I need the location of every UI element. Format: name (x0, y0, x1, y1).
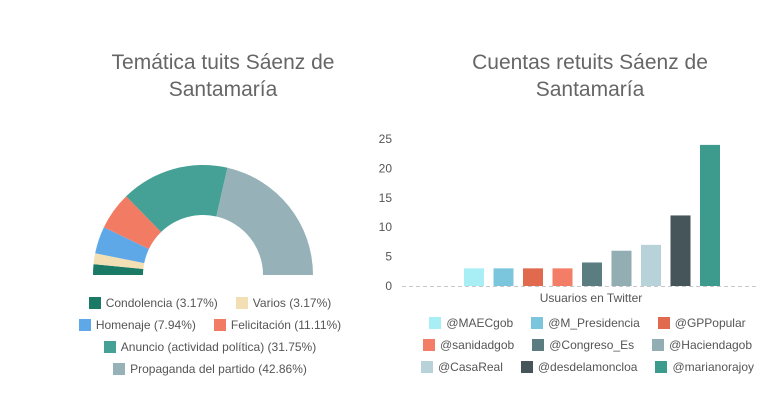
legend-label: @Haciendagob (669, 338, 753, 352)
pie-slice-condolencia[interactable] (93, 264, 144, 275)
pie-legend-item-varios[interactable]: Varios (3.17%) (235, 296, 332, 310)
legend-label: Propaganda del partido (42.86%) (130, 362, 307, 376)
bar-legend-row: @CasaReal @desdelamoncloa @marianorajoy (405, 356, 770, 378)
legend-label: @CasaReal (438, 360, 503, 374)
y-tick-label: 0 (385, 279, 392, 293)
bar-chart: 0 5 10 15 20 25 Usuarios en Twitter (379, 132, 757, 305)
pie-chart (93, 165, 313, 275)
legend-swatch (655, 361, 668, 373)
legend-label: @GPPopular (674, 316, 746, 330)
pie-legend-row: Anuncio (actividad política) (31.75%) (30, 336, 390, 358)
pie-slice-anuncio-actividad-pol-tica[interactable] (126, 165, 228, 233)
y-tick-label: 10 (379, 220, 393, 234)
legend-swatch (520, 361, 533, 373)
pie-chart-title: Temática tuits Sáenz de Santamaría (111, 51, 335, 101)
bar-sanidadgob[interactable] (552, 268, 573, 286)
bar-legend-item-casareal[interactable]: @CasaReal (421, 360, 503, 374)
bar-legend-item-haciendagob[interactable]: @Haciendagob (652, 338, 752, 352)
x-axis-label: Usuarios en Twitter (540, 291, 643, 305)
legend-label: @M_Presidencia (548, 316, 640, 330)
bar-m-presidencia[interactable] (493, 268, 514, 286)
legend-label: Homenaje (7.94%) (95, 318, 196, 332)
bar-legend-item-maecgob[interactable]: @MAECgob (429, 316, 513, 330)
legend-swatch (78, 319, 91, 331)
legend-label: @sanidadgob (439, 338, 515, 352)
pie-legend-row: Condolencia (3.17%) Varios (3.17%) (30, 292, 390, 314)
pie-legend-item-propaganda-del-partido[interactable]: Propaganda del partido (42.86%) (113, 362, 307, 376)
legend-swatch (429, 317, 442, 329)
y-tick-label: 20 (379, 161, 393, 175)
pie-legend-row: Homenaje (7.94%) Felicitación (11.11%) (30, 314, 390, 336)
legend-swatch (532, 339, 545, 351)
bar-legend: @MAECgob @M_Presidencia @GPPopular @sanidad… (405, 312, 770, 378)
pie-slice-propaganda-del-partido[interactable] (216, 167, 313, 275)
pie-legend-item-anuncio-actividad-pol-tica[interactable]: Anuncio (actividad política) (31.75%) (103, 340, 317, 354)
y-tick-label: 25 (379, 132, 393, 146)
y-tick-label: 15 (379, 191, 393, 205)
bar-maecgob[interactable] (464, 268, 484, 286)
bar-legend-item-m-presidencia[interactable]: @M_Presidencia (531, 316, 640, 330)
legend-label: @Congreso_Es (549, 338, 635, 352)
legend-label: Anuncio (actividad política) (31.75%) (120, 340, 317, 354)
bar-legend-row: @sanidadgob @Congreso_Es @Haciendagob (405, 334, 770, 356)
legend-swatch (235, 297, 248, 309)
pie-slice-homenaje[interactable] (95, 227, 149, 264)
pie-slice-felicitaci-n[interactable] (103, 196, 162, 249)
pie-slice-varios[interactable] (93, 253, 145, 270)
legend-swatch (88, 297, 101, 309)
legend-swatch (113, 363, 126, 375)
pie-legend-item-condolencia[interactable]: Condolencia (3.17%) (88, 296, 218, 310)
bar-haciendagob[interactable] (611, 250, 632, 286)
legend-label: Felicitación (11.11%) (230, 318, 342, 332)
bar-casareal[interactable] (641, 244, 661, 286)
bar-legend-item-gppopular[interactable]: @GPPopular (657, 316, 746, 330)
bar-legend-row: @MAECgob @M_Presidencia @GPPopular (405, 312, 770, 334)
bar-legend-item-marianorajoy[interactable]: @marianorajoy (655, 360, 754, 374)
bar-desdelamoncloa[interactable] (670, 215, 691, 286)
legend-swatch (652, 339, 665, 351)
legend-swatch (213, 319, 226, 331)
legend-label: Condolencia (3.17%) (105, 296, 218, 310)
pie-legend-item-felicitaci-n[interactable]: Felicitación (11.11%) (213, 318, 342, 332)
legend-swatch (103, 341, 116, 353)
legend-swatch (531, 317, 544, 329)
legend-label: @desdelamoncloa (537, 360, 638, 374)
pie-legend: Condolencia (3.17%) Varios (3.17%) Homenaj… (30, 292, 390, 380)
legend-swatch (657, 317, 670, 329)
legend-label: @marianorajoy (672, 360, 754, 374)
bar-marianorajoy[interactable] (700, 144, 720, 286)
legend-swatch (422, 339, 435, 351)
bar-legend-item-sanidadgob[interactable]: @sanidadgob (422, 338, 515, 352)
bar-legend-item-congreso-es[interactable]: @Congreso_Es (532, 338, 634, 352)
legend-label: Varios (3.17%) (252, 296, 332, 310)
pie-legend-item-homenaje[interactable]: Homenaje (7.94%) (78, 318, 196, 332)
y-tick-label: 5 (385, 250, 392, 264)
legend-label: @MAECgob (446, 316, 514, 330)
bar-congreso-es[interactable] (582, 262, 602, 286)
bar-legend-item-desdelamoncloa[interactable]: @desdelamoncloa (520, 360, 638, 374)
bar-gppopular[interactable] (523, 268, 543, 286)
pie-legend-row: Propaganda del partido (42.86%) (30, 358, 390, 380)
bar-chart-title: Cuentas retuits Sáenz de Santamaría (472, 51, 708, 101)
legend-swatch (421, 361, 433, 373)
